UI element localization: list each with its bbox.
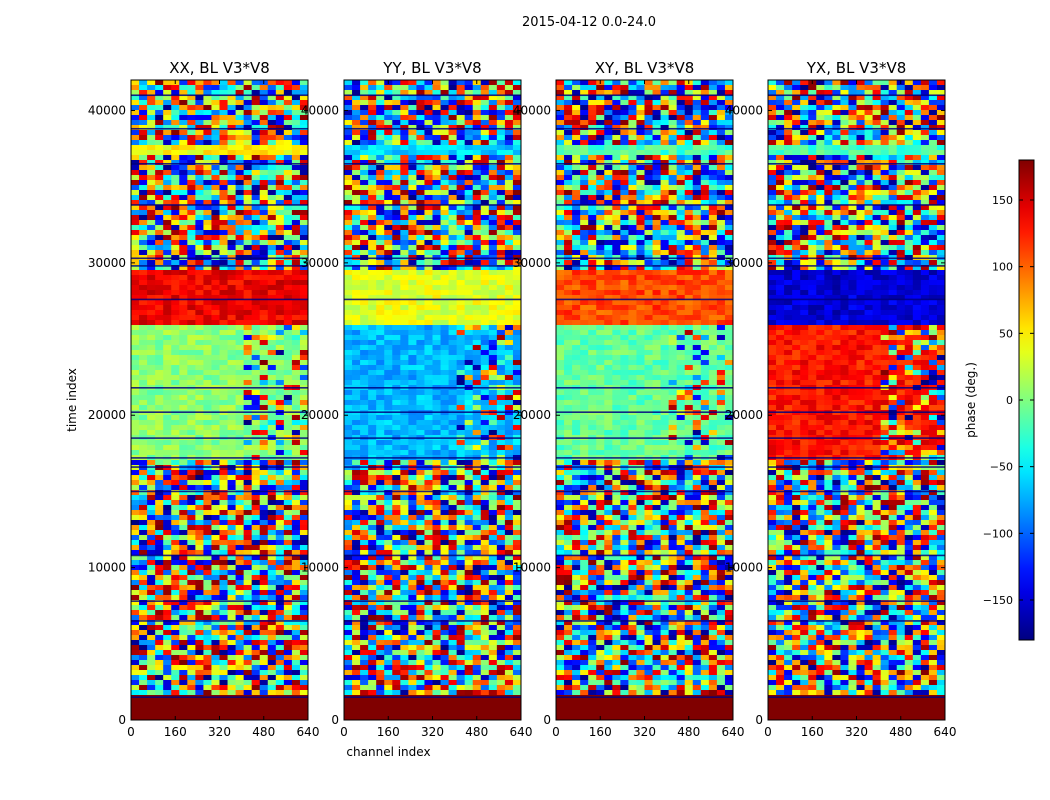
x-tick-label: 0: [340, 725, 348, 739]
heatmap-image: [768, 80, 945, 720]
colorbar-tick-label: −50: [990, 461, 1013, 474]
x-tick-label: 640: [934, 725, 957, 739]
panel-1: XX, BL V3*V8 0 160 320 480 640 0 10000 20000 3000…: [65, 59, 319, 739]
panel-title: YY, BL V3*V8: [382, 59, 481, 77]
x-tick-label: 480: [465, 725, 488, 739]
x-tick-label: 320: [421, 725, 444, 739]
panels: XX, BL V3*V8 0 160 320 480 640 0 10000 20000 3000…: [65, 59, 956, 759]
y-tick-label: 0: [118, 713, 126, 727]
y-tick-label: 20000: [513, 408, 551, 422]
x-tick-label: 480: [889, 725, 912, 739]
heatmap-image: [344, 80, 521, 720]
x-tick-label: 160: [377, 725, 400, 739]
y-tick-label: 40000: [513, 103, 551, 117]
y-tick-label: 20000: [301, 408, 339, 422]
panel-title: YX, BL V3*V8: [806, 59, 907, 77]
x-tick-label: 160: [589, 725, 612, 739]
y-tick-label: 30000: [513, 256, 551, 270]
colorbar-tick-label: 0: [1006, 394, 1013, 407]
heatmap-image: [556, 80, 733, 720]
figure-suptitle: 2015-04-12 0.0-24.0: [522, 15, 656, 30]
y-tick-label: 30000: [725, 256, 763, 270]
x-tick-label: 0: [127, 725, 135, 739]
x-tick-label: 320: [845, 725, 868, 739]
x-tick-label: 0: [552, 725, 560, 739]
x-tick-label: 320: [208, 725, 231, 739]
x-tick-label: 160: [801, 725, 824, 739]
colorbar: 150 100 50 0 −50 −100 −150 phase (deg.): [964, 159, 1035, 641]
panel-3: XY, BL V3*V8 0 160 320 480 640 0 10000 20000 3000…: [513, 59, 745, 739]
y-tick-label: 10000: [513, 561, 551, 575]
y-tick-label: 0: [331, 713, 339, 727]
y-tick-label: 0: [543, 713, 551, 727]
x-tick-label: 640: [297, 725, 320, 739]
y-tick-label: 0: [755, 713, 763, 727]
y-tick-label: 30000: [301, 256, 339, 270]
y-tick-label: 40000: [725, 103, 763, 117]
x-tick-label: 640: [510, 725, 533, 739]
x-axis-label: channel index: [346, 745, 430, 759]
y-tick-label: 20000: [725, 408, 763, 422]
x-tick-label: 640: [722, 725, 745, 739]
y-axis-label: time index: [65, 368, 79, 432]
colorbar-tick-label: 100: [992, 261, 1013, 274]
y-tick-label: 40000: [88, 103, 126, 117]
x-tick-label: 480: [252, 725, 275, 739]
y-tick-label: 40000: [301, 103, 339, 117]
colorbar-tick-label: 50: [999, 327, 1013, 340]
panel-2: YY, BL V3*V8 0 160 320 480 640 0 10000 20000 3000…: [301, 59, 533, 759]
y-tick-label: 20000: [88, 408, 126, 422]
x-tick-label: 480: [677, 725, 700, 739]
y-tick-label: 10000: [301, 561, 339, 575]
colorbar-tick-label: −100: [983, 527, 1013, 540]
y-tick-label: 10000: [725, 561, 763, 575]
y-tick-label: 10000: [88, 561, 126, 575]
x-tick-label: 0: [764, 725, 772, 739]
colorbar-label: phase (deg.): [964, 362, 978, 438]
x-tick-label: 160: [164, 725, 187, 739]
panel-title: XX, BL V3*V8: [169, 59, 270, 77]
colorbar-tick-label: −150: [983, 594, 1013, 607]
panel-title: XY, BL V3*V8: [595, 59, 695, 77]
x-tick-label: 320: [633, 725, 656, 739]
y-tick-label: 30000: [88, 256, 126, 270]
panel-4: YX, BL V3*V8 0 160 320 480 640 0 10000 20000 3000…: [725, 59, 957, 739]
colorbar-tick-label: 150: [992, 194, 1013, 207]
heatmap-image: [131, 80, 308, 720]
